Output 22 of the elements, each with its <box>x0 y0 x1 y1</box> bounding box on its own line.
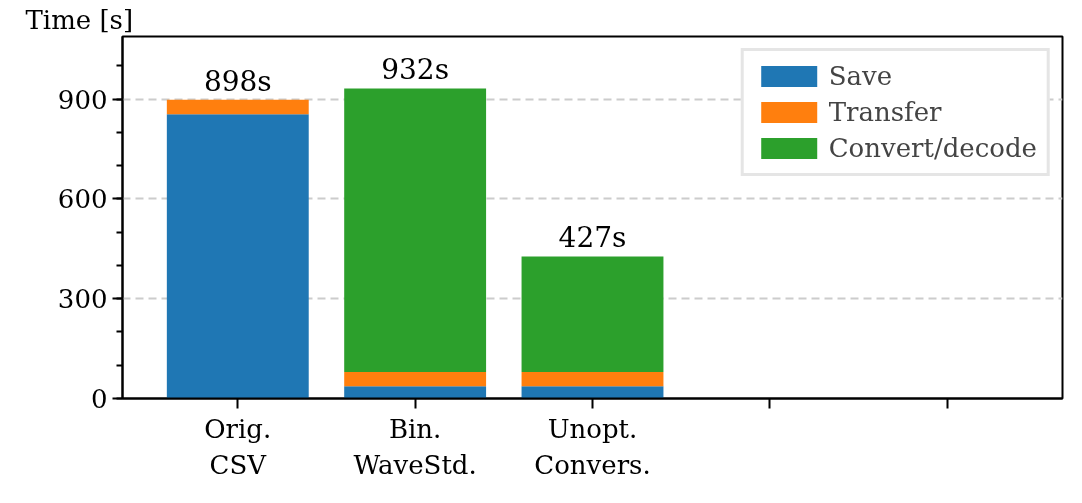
bar <box>344 371 487 387</box>
bar <box>521 386 664 399</box>
bar <box>521 256 664 372</box>
x-tick-label: Orig. CSV <box>204 413 272 480</box>
x-tick-label: Unopt. Convers. <box>534 413 651 480</box>
total-label: 898s <box>203 64 272 98</box>
y-tick-label: 600 <box>57 184 108 215</box>
bar <box>166 114 309 399</box>
y-tick-label: 0 <box>90 384 108 414</box>
y-tick-label: 300 <box>57 284 108 315</box>
y-axis-title: Time [s] <box>25 4 134 35</box>
bar <box>344 88 487 372</box>
y-tick-label: 900 <box>57 84 108 115</box>
bar <box>166 99 309 115</box>
bar <box>521 371 664 387</box>
total-label: 932s <box>381 53 450 87</box>
legend-label: Convert/decode <box>828 133 1037 163</box>
total-label: 427s <box>558 221 627 255</box>
legend-label: Transfer <box>828 97 942 127</box>
x-tick-label: Bin. WaveStd. <box>353 413 477 480</box>
bar <box>344 386 487 399</box>
legend-label: Save <box>828 61 893 91</box>
